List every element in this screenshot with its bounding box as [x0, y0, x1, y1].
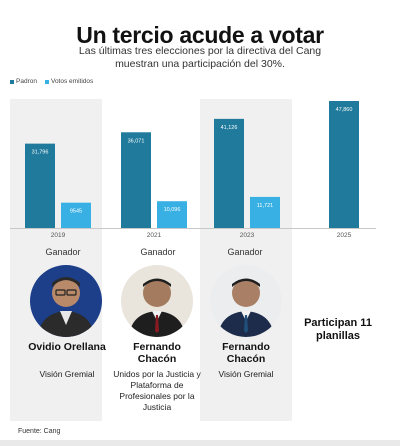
participan-planillas-note: Participan 11 planillas — [304, 317, 372, 342]
chart-subtitle: Las últimas tres elecciones por la direc… — [78, 45, 322, 70]
bar-votos-2023 — [250, 196, 280, 228]
legend-swatch-padron — [10, 79, 14, 84]
tick-label-2025: 2025 — [337, 232, 352, 239]
avatar-ovidio-orellana — [30, 265, 102, 337]
chart-title: Un tercio acude a votar — [76, 22, 324, 48]
winner-label-2023: Ganador — [227, 247, 263, 257]
data-label-padron-2019: 31,796 — [32, 150, 49, 156]
data-label-votos-2023: 11,721 — [257, 203, 273, 209]
person-portrait-icon — [38, 277, 94, 337]
tick-label-2019: 2019 — [51, 232, 66, 239]
legend-label-votos: Votos emitidos — [50, 78, 94, 85]
legend-item-padron: Padron — [10, 78, 37, 85]
person-portrait-icon — [218, 278, 274, 337]
tick-label-2023: 2023 — [240, 232, 255, 239]
tick-label-2021: 2021 — [147, 232, 162, 239]
source-note: Fuente: Cang — [18, 428, 61, 435]
winner-label-2021: Ganador — [140, 247, 176, 257]
winner-party-2019: Visión Gremial — [39, 369, 95, 379]
avatar-fernando-chacon — [210, 265, 282, 337]
winner-name-2023: Fernando Chacón — [222, 341, 270, 365]
bar-votos-2021 — [157, 201, 187, 228]
person-portrait-icon — [129, 278, 185, 337]
avatar-fernando-chacon — [121, 265, 193, 337]
chart-legend: Padron Votos emitidos — [10, 78, 93, 85]
winner-party-2021: Unidos por la Justicia y Plataforma de P… — [113, 369, 201, 412]
data-label-padron-2025: 47,860 — [336, 107, 353, 113]
bar-padron-2025 — [329, 101, 359, 228]
winner-name-2019: Ovidio Orellana — [28, 341, 106, 353]
data-label-padron-2023: 41,126 — [221, 125, 238, 131]
bar-padron-2023 — [214, 118, 244, 228]
legend-label-padron: Padron — [16, 78, 37, 85]
data-label-votos-2019: 9545 — [70, 209, 82, 215]
legend-swatch-votos — [44, 79, 49, 84]
winner-party-2023: Visión Gremial — [218, 369, 274, 379]
data-label-votos-2021: 10,096 — [164, 207, 181, 213]
bar-padron-2021 — [121, 132, 151, 228]
data-label-padron-2021: 36,071 — [128, 138, 145, 144]
legend-item-votos: Votos emitidos — [44, 78, 94, 85]
bar-padron-2019 — [25, 143, 55, 228]
winner-name-2021: Fernando Chacón — [133, 341, 181, 365]
bar-votos-2019 — [61, 202, 91, 228]
bottom-strip — [0, 440, 400, 446]
winner-label-2019: Ganador — [45, 247, 81, 257]
